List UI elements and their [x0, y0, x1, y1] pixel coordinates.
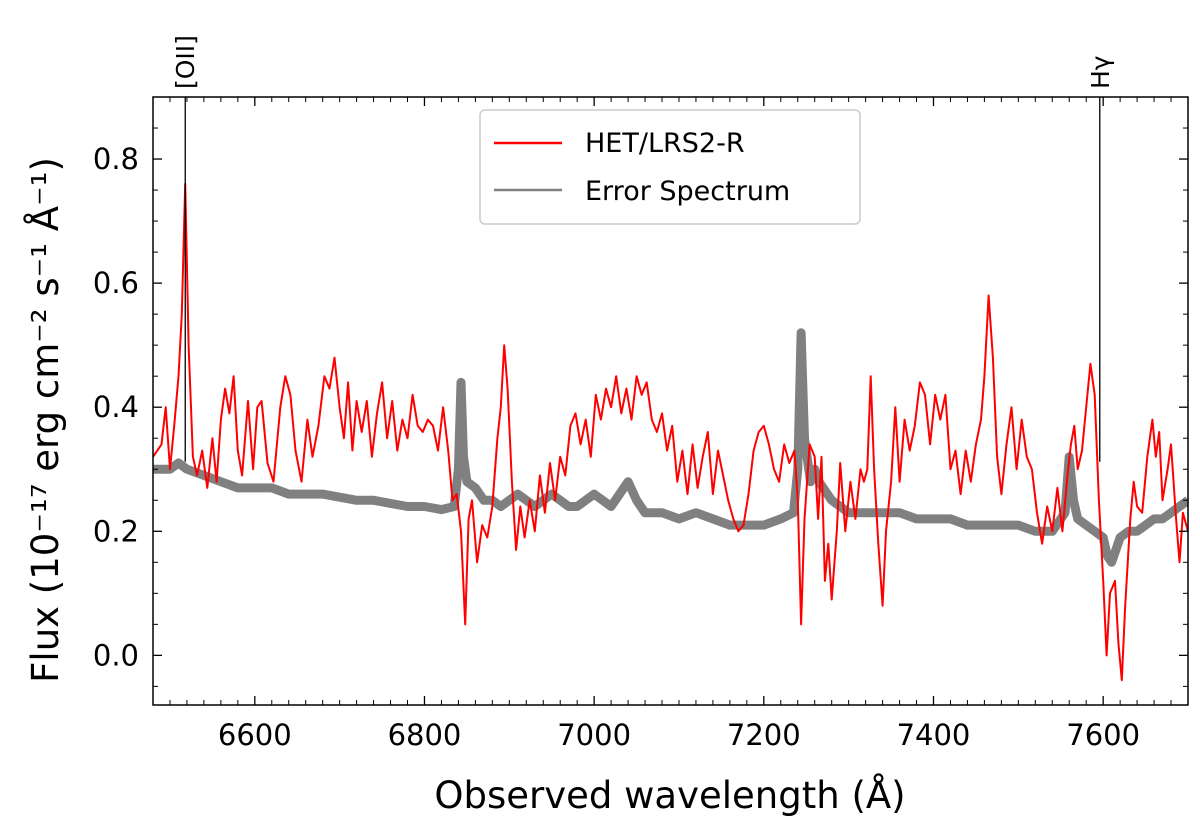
x-tick-label: 6800: [388, 718, 462, 752]
series-error-spectrum: [153, 328, 1188, 567]
x-tick-label: 7000: [557, 718, 631, 752]
y-tick-label: 0.8: [93, 142, 139, 176]
series-het-lrs2-r: [153, 182, 1188, 682]
x-tick-label: 7400: [897, 718, 971, 752]
x-axis-label: Observed wavelength (Å): [434, 773, 905, 817]
tick-layer: 6600 6800 7000 7200 7400 7600 0.0 0.2 0.4 0.6 0.8: [93, 97, 1189, 752]
y-tick-label: 0.4: [93, 390, 139, 424]
y-tick-label: 0.0: [93, 638, 139, 672]
x-tick-label: 6600: [218, 718, 292, 752]
annotation-label-0: [OII]: [171, 35, 200, 89]
y-tick-label: 0.6: [93, 266, 139, 300]
plot-frame: [152, 96, 1189, 706]
x-tick-label: 7600: [1066, 718, 1140, 752]
annotation-layer: [OII] Hγ: [171, 35, 1115, 462]
series-layer: [153, 182, 1188, 682]
y-tick-label: 0.2: [93, 514, 139, 548]
legend-label-het: HET/LRS2-R: [585, 128, 745, 159]
legend-box: [479, 109, 861, 225]
annotation-label-1: Hγ: [1086, 55, 1115, 89]
legend-label-error: Error Spectrum: [585, 176, 790, 207]
x-tick-label: 7200: [727, 718, 801, 752]
y-axis-label: Flux (10⁻¹⁷ erg cm⁻² s⁻¹ Å⁻¹): [23, 157, 67, 683]
legend: HET/LRS2-R Error Spectrum: [479, 109, 861, 225]
